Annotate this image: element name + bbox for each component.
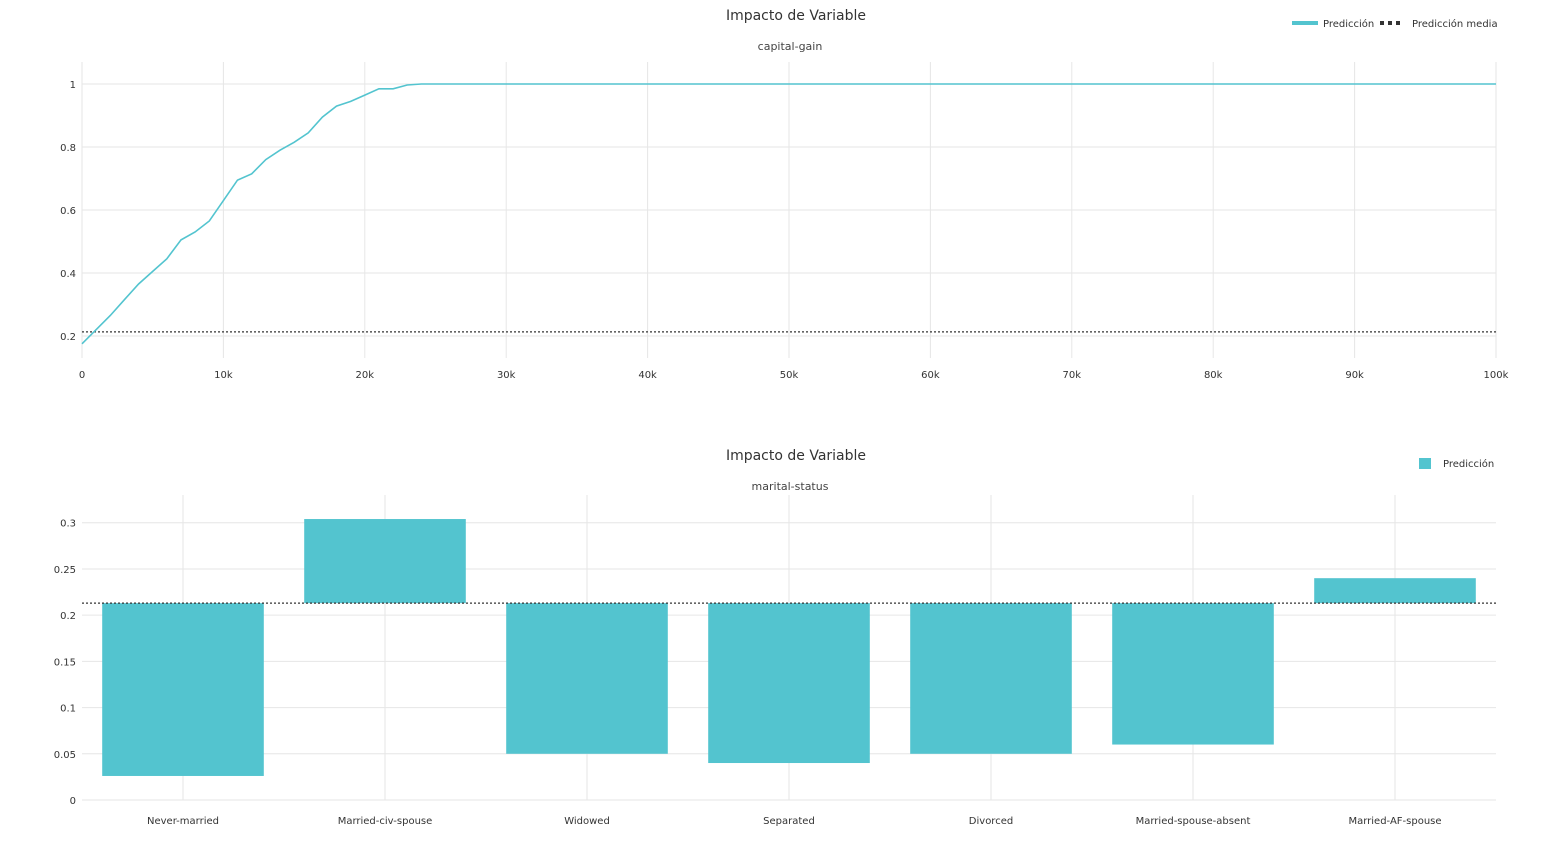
y-tick-label: 0.1 bbox=[60, 704, 76, 715]
x-tick-label: Married-civ-spouse bbox=[338, 816, 433, 827]
y-tick-label: 0.05 bbox=[54, 750, 76, 761]
x-tick-label: 70k bbox=[1063, 370, 1082, 381]
y-tick-label: 0.2 bbox=[60, 611, 76, 622]
x-tick-label: Never-married bbox=[147, 816, 219, 827]
x-axis: Never-married Married-civ-spouse Widowed Se… bbox=[147, 816, 1442, 827]
legend[interactable]: Predicción bbox=[1419, 458, 1494, 470]
x-tick-label: 30k bbox=[497, 370, 516, 381]
legend-label-mean: Predicción media bbox=[1412, 18, 1498, 30]
legend[interactable]: Predicción Predicción media bbox=[1292, 18, 1498, 30]
chart-subtitle: marital-status bbox=[752, 480, 829, 493]
bar-widowed bbox=[506, 603, 668, 754]
plot-area bbox=[82, 519, 1496, 776]
y-axis: 0 0.05 0.1 0.15 0.2 0.25 0.3 bbox=[54, 519, 76, 807]
legend-swatch-bar bbox=[1419, 458, 1431, 469]
x-tick-label: Divorced bbox=[969, 816, 1013, 827]
y-tick-label: 0.2 bbox=[60, 332, 76, 343]
y-tick-label: 1 bbox=[70, 80, 76, 91]
x-tick-label: 80k bbox=[1204, 370, 1223, 381]
x-tick-label: 90k bbox=[1345, 370, 1364, 381]
bar-married-civ-spouse bbox=[304, 519, 466, 604]
bar-married-spouse-absent bbox=[1112, 603, 1274, 745]
y-tick-label: 0.6 bbox=[60, 206, 76, 217]
y-axis: 0.2 0.4 0.6 0.8 1 bbox=[60, 80, 76, 343]
bar-divorced bbox=[910, 603, 1072, 754]
legend-label-prediction: Predicción bbox=[1323, 18, 1374, 30]
bar-chart-marital-status: Impacto de Variable marital-status Predi… bbox=[54, 448, 1496, 827]
plot-area bbox=[81, 83, 1496, 345]
bar-never-married bbox=[102, 603, 264, 776]
line-chart-capital-gain: Impacto de Variable capital-gain Predicc… bbox=[60, 8, 1509, 381]
x-tick-label: Widowed bbox=[564, 816, 610, 827]
x-axis: 0 10k 20k 30k 40k 50k 60k 70k 80k 90k 100k bbox=[79, 370, 1509, 381]
y-tick-label: 0.8 bbox=[60, 143, 76, 154]
x-tick-label: Married-AF-spouse bbox=[1348, 816, 1441, 827]
chart-title: Impacto de Variable bbox=[726, 448, 866, 464]
chart-title: Impacto de Variable bbox=[726, 8, 866, 24]
x-tick-label: Separated bbox=[763, 816, 815, 827]
prediction-line bbox=[81, 83, 1496, 345]
grid bbox=[81, 62, 1497, 358]
x-tick-label: 10k bbox=[214, 370, 233, 381]
x-tick-label: 100k bbox=[1484, 370, 1509, 381]
y-tick-label: 0.3 bbox=[60, 519, 76, 530]
x-tick-label: 20k bbox=[356, 370, 375, 381]
y-tick-label: 0.25 bbox=[54, 565, 76, 576]
x-tick-label: 40k bbox=[638, 370, 657, 381]
x-tick-label: 0 bbox=[79, 370, 85, 381]
legend-label-prediction: Predicción bbox=[1443, 458, 1494, 470]
bar-married-af-spouse bbox=[1314, 578, 1476, 604]
bar-separated bbox=[708, 603, 870, 764]
y-tick-label: 0 bbox=[70, 796, 76, 807]
chart-subtitle: capital-gain bbox=[758, 40, 823, 53]
x-tick-label: Married-spouse-absent bbox=[1136, 816, 1251, 827]
x-tick-label: 60k bbox=[921, 370, 940, 381]
y-tick-label: 0.15 bbox=[54, 657, 76, 668]
y-tick-label: 0.4 bbox=[60, 269, 76, 280]
x-tick-label: 50k bbox=[780, 370, 799, 381]
